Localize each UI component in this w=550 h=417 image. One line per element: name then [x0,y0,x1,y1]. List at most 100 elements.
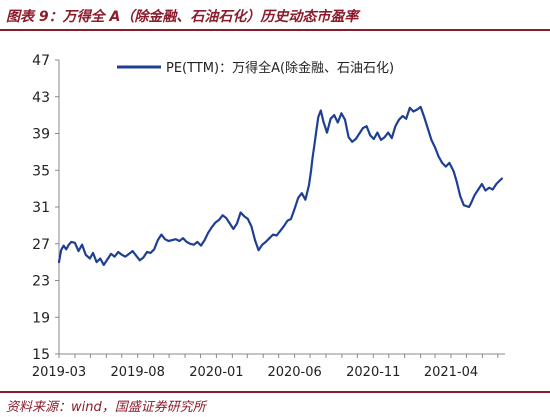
line-chart: 15 19 23 27 31 35 39 43 47 2019-03 2019-08 2020-01… [32,53,505,380]
legend: PE(TTM)：万得全A(除金融、石油石化) [117,60,394,76]
data-point [477,188,479,191]
data-point [412,110,414,113]
data-point [247,218,249,220]
data-point [218,219,220,221]
data-point [58,261,60,263]
data-point [312,156,314,158]
data-point [272,234,274,236]
data-point [175,238,177,240]
data-point [468,206,470,208]
data-point [456,180,458,182]
data-point [290,218,292,220]
data-point [124,256,126,258]
data-point [243,215,245,217]
data-point [501,177,503,180]
data-point [240,211,242,214]
data-point [463,204,465,206]
data-point [474,194,476,196]
y-tick-label: 35 [32,163,50,179]
data-point [488,187,490,189]
data-point [340,112,342,114]
data-point [261,244,263,246]
data-point [74,242,76,244]
x-axis: 2019-03 2019-08 2020-01 2020-06 2020-11 2021-… [32,353,505,380]
data-point [96,261,98,263]
data-point [211,226,213,228]
data-point [236,222,238,225]
data-point [65,248,67,250]
data-point [250,225,252,227]
data-point [337,121,339,124]
data-point [387,132,389,134]
data-point [445,166,447,168]
data-point [214,222,216,224]
data-point [286,220,288,222]
data-point [484,189,487,192]
data-point [178,240,180,242]
data-point [121,254,123,256]
data-point [222,214,224,216]
data-point [313,145,315,147]
y-tick-label: 23 [32,274,50,290]
data-point [186,241,188,243]
data-point [132,250,134,252]
data-point [320,109,322,112]
x-tick-label: 2019-03 [32,365,86,380]
data-point [438,155,440,158]
data-point [304,199,306,201]
data-point [106,258,108,260]
data-point [60,249,62,251]
data-point [294,208,296,210]
data-point [89,257,91,260]
x-tick-label: 2019-08 [111,365,165,380]
figure-footer: 资料来源：wind，国盛证券研究所 [0,391,550,417]
y-tick-label: 19 [32,310,50,326]
data-point [99,257,101,260]
data-point [68,244,70,246]
data-point [315,131,317,133]
data-point [420,106,422,108]
data-point [225,217,227,219]
plot-area [57,105,503,266]
series-line [57,105,503,266]
data-point [207,232,209,234]
data-point [157,239,159,241]
data-point [103,264,105,266]
data-point [146,251,148,253]
x-tick-label: 2021-04 [424,365,478,380]
y-tick-label: 39 [32,127,50,143]
data-point [409,107,411,109]
data-point [384,136,386,138]
data-point [193,244,195,246]
data-point [308,184,310,186]
data-point [85,254,87,256]
data-point [297,197,299,199]
data-point [317,116,319,118]
x-tick-label: 2020-01 [189,365,243,380]
data-point [428,132,430,135]
data-point [182,237,184,239]
legend-label: PE(TTM)：万得全A(除金融、石油石化) [166,60,394,76]
data-point [423,116,425,118]
data-point [430,139,432,141]
data-point [405,118,407,120]
data-point [114,256,116,258]
data-point [232,228,234,230]
data-point [398,119,400,121]
data-point [92,252,94,254]
data-point [110,253,112,255]
data-point [301,192,303,194]
data-point [70,241,72,243]
data-point [448,162,450,164]
x-tick-label: 2020-11 [346,365,400,380]
data-point [351,141,353,143]
data-point [117,251,119,253]
figure-title: 图表 9：万得全 A（除金融、石油石化）历史动态市盈率 [6,9,359,25]
data-point [150,252,152,254]
data-point [189,243,191,245]
data-point [333,114,335,116]
data-point [470,202,472,204]
data-point [416,109,418,111]
data-point [142,256,144,259]
data-point [310,169,312,171]
